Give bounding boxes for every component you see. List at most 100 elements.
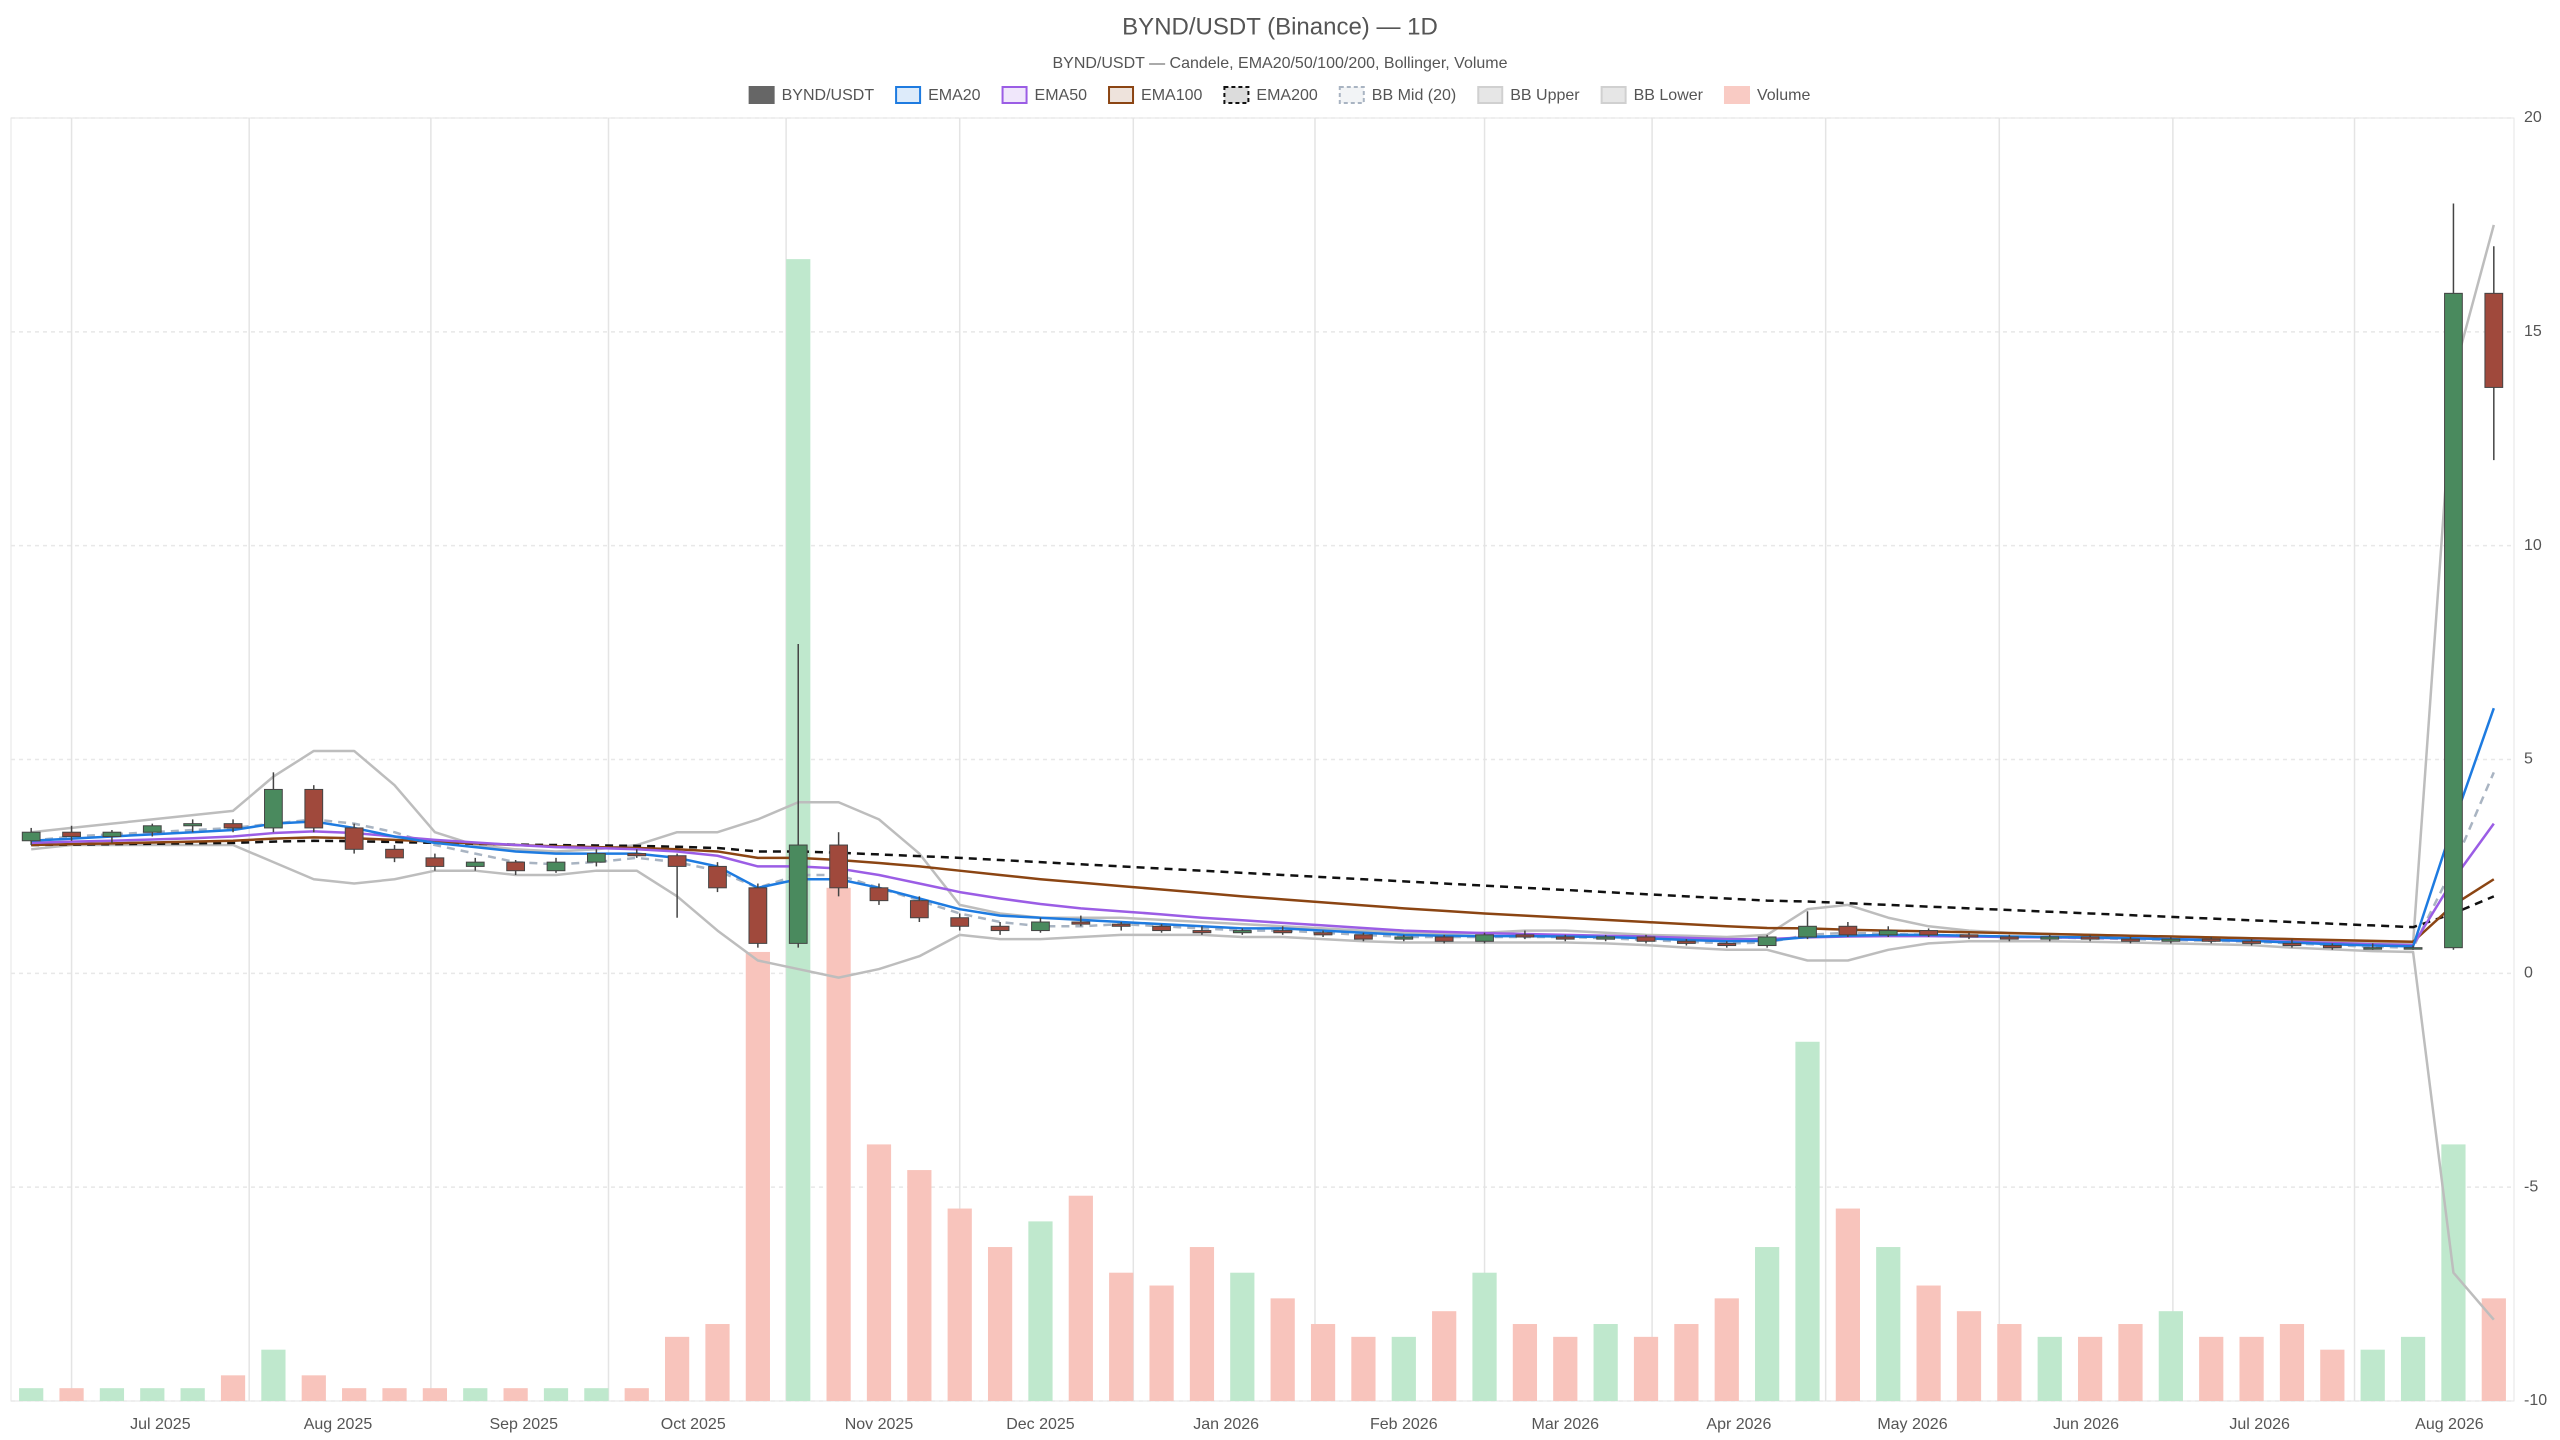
candle-body xyxy=(102,831,122,837)
x-tick-label: Jul 2025 xyxy=(130,1416,191,1433)
candle-body xyxy=(2363,947,2383,950)
volume-bar xyxy=(463,1388,488,1401)
x-tick-label: Dec 2025 xyxy=(1006,1416,1075,1433)
legend-label: EMA100 xyxy=(1141,87,1202,104)
candle-body xyxy=(2403,947,2423,950)
candle-body xyxy=(990,925,1010,932)
volume-bar xyxy=(1956,1311,1982,1401)
candle-body xyxy=(1838,925,1858,936)
candle-body xyxy=(1919,930,1939,936)
volume-bar xyxy=(745,951,770,1401)
x-tick-label: Feb 2026 xyxy=(1370,1416,1438,1433)
candle-body xyxy=(2080,936,2100,940)
legend-swatch xyxy=(1338,86,1365,104)
legend-label: BB Upper xyxy=(1510,87,1580,104)
legend-item: BB Lower xyxy=(1600,86,1704,104)
y-tick-label: 10 xyxy=(2524,537,2542,554)
x-tick-label: Jul 2026 xyxy=(2229,1416,2290,1433)
volume-bar xyxy=(2158,1311,2183,1401)
volume-bar xyxy=(1593,1324,1618,1401)
candle-body xyxy=(1596,936,1616,940)
volume-bar xyxy=(2279,1324,2305,1401)
volume-bar xyxy=(99,1388,125,1401)
candle-body xyxy=(2242,940,2261,944)
candle-body xyxy=(667,855,687,867)
volume-bar xyxy=(2481,1298,2506,1401)
volume-bar xyxy=(1432,1311,1457,1401)
volume-bar xyxy=(2118,1324,2143,1401)
x-tick-label: Jun 2026 xyxy=(2053,1416,2119,1433)
indicator-line xyxy=(31,836,2495,943)
candle-body xyxy=(223,823,243,829)
volume-bar xyxy=(2077,1336,2103,1401)
volume-bar xyxy=(1230,1272,1255,1401)
candle-body xyxy=(1636,936,1656,942)
candle-body xyxy=(304,788,324,829)
candle-body xyxy=(2444,292,2463,949)
axes: -10 -5 0 5 10 15 20 Jul 2025 Aug 2025 Sep 2025 Oct… xyxy=(130,109,2547,1433)
y-tick-label: 15 xyxy=(2524,323,2542,340)
volume-bar xyxy=(826,887,851,1401)
candle-body xyxy=(21,831,41,842)
volume-bar xyxy=(1795,1041,1820,1401)
candle-body xyxy=(1878,930,1898,936)
legend-item: BYND/USDT xyxy=(748,86,874,104)
volume-bar xyxy=(2199,1336,2224,1401)
x-tick-label: May 2026 xyxy=(1877,1416,1947,1433)
candle-body xyxy=(1999,936,2019,940)
volume-bar xyxy=(907,1170,932,1401)
candle-body xyxy=(2201,938,2221,942)
candle-body xyxy=(62,831,81,837)
volume-bar xyxy=(947,1208,972,1401)
legend-swatch xyxy=(1477,86,1504,104)
volume-bar xyxy=(1472,1272,1497,1401)
candle-body xyxy=(1677,940,1696,944)
candle-body xyxy=(264,788,283,829)
candle-body xyxy=(909,900,929,919)
x-tick-label: Nov 2025 xyxy=(845,1416,914,1433)
volume-bar xyxy=(1674,1324,1699,1401)
volume-bar xyxy=(180,1388,205,1401)
chart-title: BYND/USDT (Binance) — 1D xyxy=(1122,13,1438,40)
candle-body xyxy=(1959,934,1979,938)
volume-bar xyxy=(503,1388,528,1401)
indicator-line xyxy=(31,843,2495,1321)
volume-bar xyxy=(220,1375,246,1401)
legend-swatch xyxy=(1108,86,1135,104)
candle-body xyxy=(1152,925,1171,932)
x-tick-label: Oct 2025 xyxy=(661,1416,726,1433)
legend-item: EMA100 xyxy=(1108,86,1202,104)
y-tick-label: -5 xyxy=(2524,1178,2538,1195)
volume-bar xyxy=(1189,1247,1215,1401)
candle-body xyxy=(344,827,364,850)
candle-body xyxy=(1798,925,1817,938)
x-tick-label: Jan 2026 xyxy=(1193,1416,1259,1433)
volume-bar xyxy=(2239,1336,2264,1401)
candle-body xyxy=(1757,936,1777,947)
legend-label: EMA20 xyxy=(928,87,981,104)
legend-label: EMA50 xyxy=(1035,87,1088,104)
volume-bar xyxy=(1310,1324,1336,1401)
candle-body xyxy=(1192,930,1212,934)
plot-area xyxy=(19,203,2506,1401)
y-tick-label: -10 xyxy=(2524,1392,2547,1409)
volume-bar xyxy=(1916,1285,1941,1401)
legend: BYND/USDT EMA20 EMA50 EMA100 EMA200 BB Mid (2… xyxy=(748,86,1810,104)
y-tick-label: 20 xyxy=(2524,109,2542,126)
legend-item: BB Mid (20) xyxy=(1338,86,1456,104)
legend-item: BB Upper xyxy=(1477,86,1580,104)
legend-swatch xyxy=(748,86,775,104)
volume-bar xyxy=(382,1388,407,1401)
legend-item: Volume xyxy=(1723,86,1810,104)
legend-item: EMA20 xyxy=(895,86,981,104)
legend-item: EMA200 xyxy=(1223,86,1318,104)
candle-body xyxy=(1515,934,1535,938)
volume-bar xyxy=(2320,1349,2345,1401)
y-tick-label: 0 xyxy=(2524,965,2533,982)
candle-body xyxy=(1555,936,1575,940)
x-tick-label: Aug 2025 xyxy=(304,1416,373,1433)
volume-bar xyxy=(342,1388,367,1401)
candle-body xyxy=(1273,930,1293,934)
